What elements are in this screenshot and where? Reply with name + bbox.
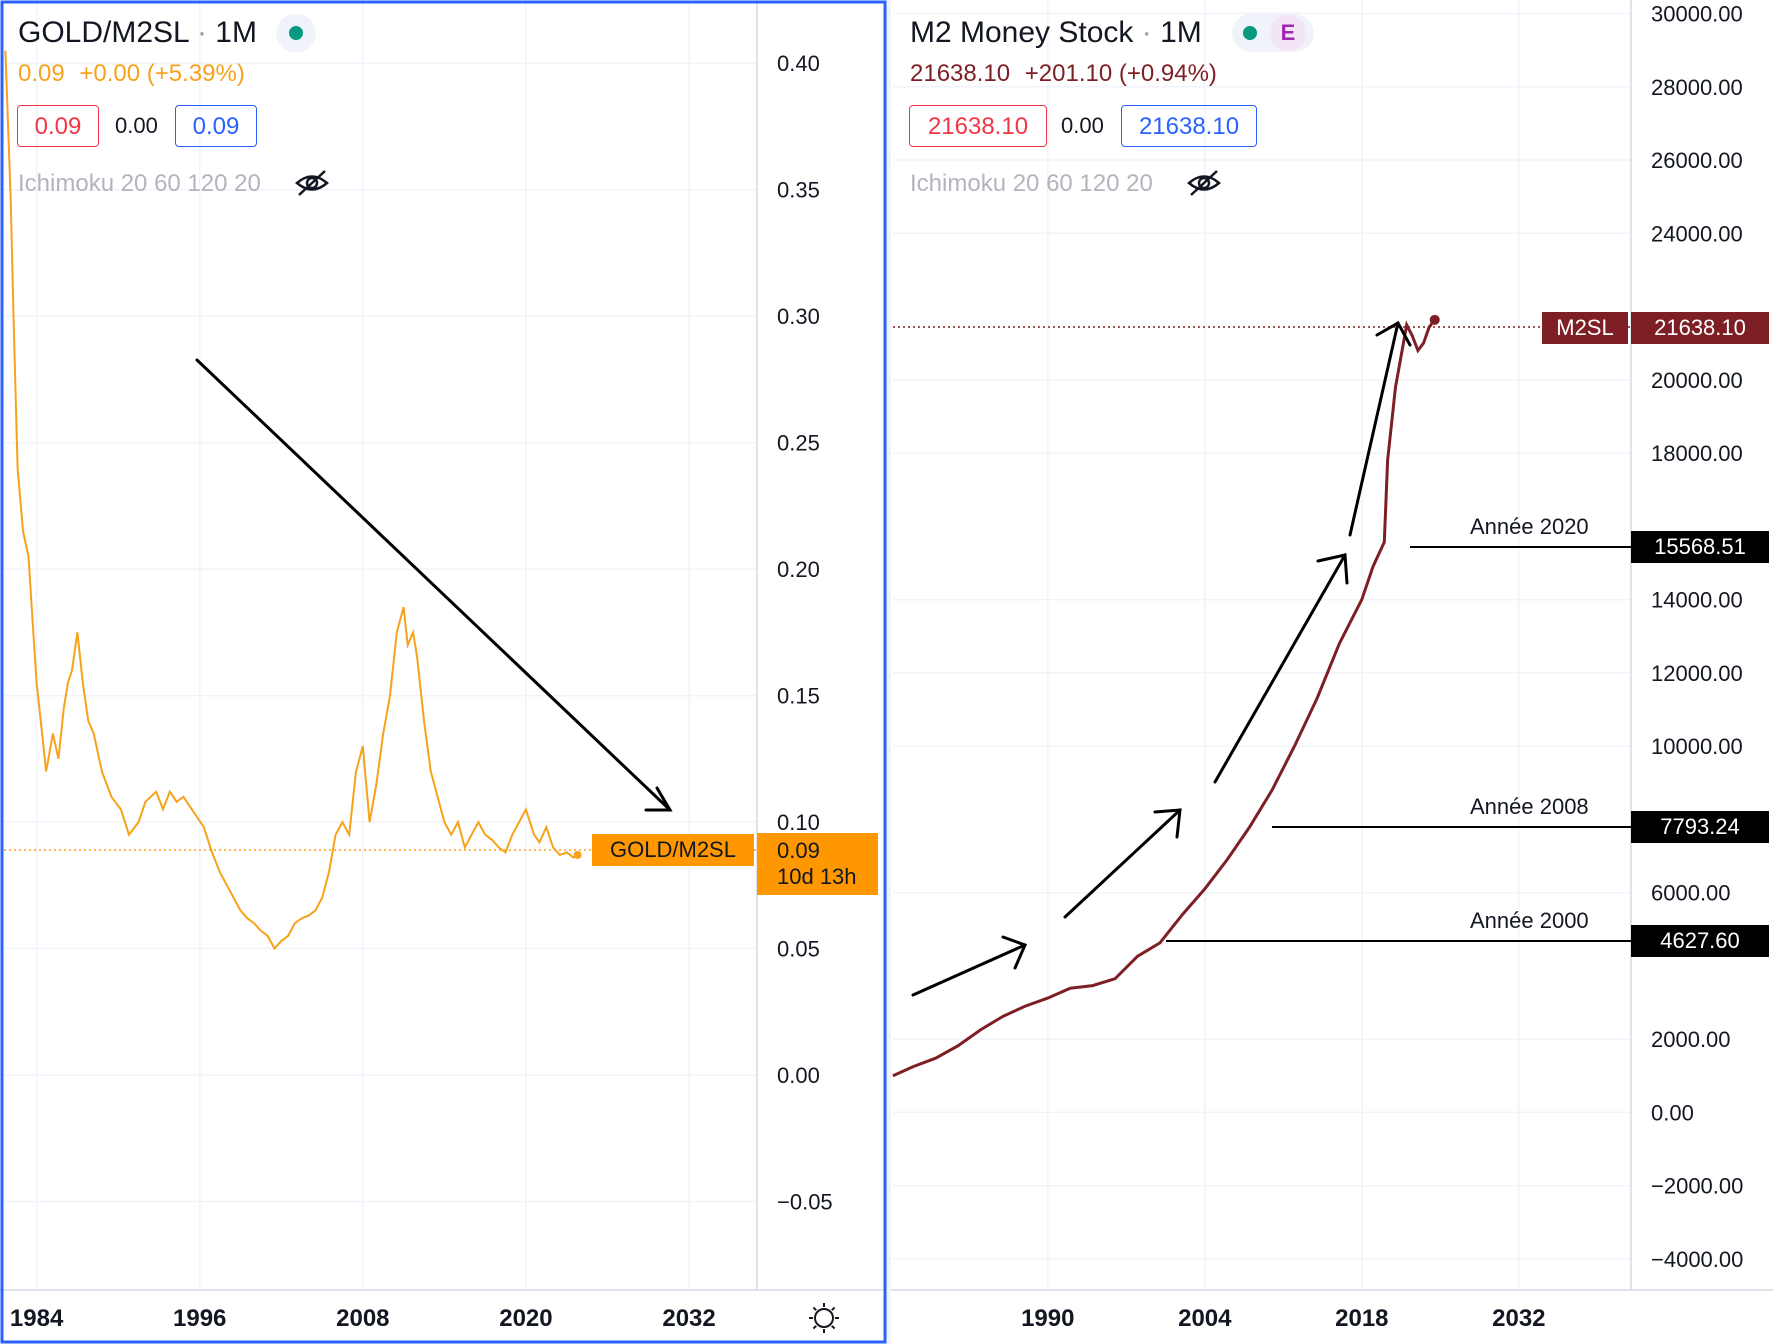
annotation-value-tag-2020[interactable]: 15568.51: [1631, 531, 1769, 563]
right-price-axis[interactable]: 30000.00 28000.00 26000.00 24000.00 20000.00…: [1651, 2, 1743, 1272]
left-sell-button[interactable]: 0.09: [17, 105, 99, 147]
left-market-status-pill[interactable]: [276, 14, 316, 52]
price-tick-label: 30000.00: [1651, 2, 1743, 27]
events-badge[interactable]: E: [1270, 15, 1306, 51]
left-time-axis[interactable]: 1984 1996 2008 2020 2032: [10, 1305, 716, 1332]
price-tick-label: 0.05: [777, 937, 820, 962]
gold-last-price-value: 0.09: [777, 838, 820, 863]
price-tick-label: 26000.00: [1651, 148, 1743, 173]
hide-indicator-icon[interactable]: [295, 170, 329, 196]
right-change-pct: (+0.94%): [1118, 60, 1217, 87]
gold-last-point: [573, 850, 582, 859]
time-tick-label: 2032: [662, 1305, 715, 1332]
right-change: +201.10: [1024, 60, 1113, 87]
annotation-label-2000[interactable]: Année 2000: [1470, 908, 1589, 933]
right-interval: 1M: [1160, 16, 1202, 49]
right-grid: [893, 0, 1631, 1290]
left-grid: [4, 0, 757, 1290]
price-tick-label: 0.35: [777, 178, 820, 203]
uptrend-arrow-2-drawing[interactable]: [1063, 808, 1182, 919]
right-symbol-name: M2 Money Stock: [910, 16, 1134, 49]
left-price-axis[interactable]: 0.40 0.35 0.30 0.25 0.20 0.15 0.10 0.05 0.00 −0.0…: [777, 51, 833, 1214]
annotation-value-tag-2000[interactable]: 4627.60: [1631, 925, 1769, 957]
m2-money-stock-series-line: [892, 318, 1436, 1078]
m2-last-price-tag[interactable]: 21638.10: [1631, 312, 1769, 344]
price-tick-label: 20000.00: [1651, 368, 1743, 393]
price-tick-label: 10000.00: [1651, 734, 1743, 759]
time-tick-label: 1996: [173, 1305, 226, 1332]
price-tick-label: −4000.00: [1651, 1247, 1743, 1272]
time-tick-label: 2008: [336, 1305, 389, 1332]
price-tick-label: −0.05: [777, 1189, 833, 1214]
time-tick-label: 1990: [1021, 1305, 1074, 1332]
right-spread: 0.00: [1061, 113, 1104, 138]
gold-series-label-tag[interactable]: GOLD/M2SL: [592, 834, 754, 866]
left-symbol-title[interactable]: GOLD/M2SL · 1M: [18, 16, 257, 50]
left-change: +0.00: [79, 60, 141, 87]
m2-last-point: [1429, 314, 1440, 325]
settings-gear-icon[interactable]: [809, 1303, 839, 1333]
hide-indicator-icon[interactable]: [1187, 170, 1221, 196]
gold-m2sl-series-line: [4, 50, 579, 951]
annotation-value-tag-2008[interactable]: 7793.24: [1631, 811, 1769, 843]
price-tick-label: 0.15: [777, 684, 820, 709]
right-symbol-title[interactable]: M2 Money Stock · 1M: [910, 16, 1202, 50]
pane-divider[interactable]: [885, 0, 891, 1344]
right-time-axis[interactable]: 1990 2004 2018 2032: [1021, 1305, 1545, 1332]
right-sell-button[interactable]: 21638.10: [909, 105, 1047, 147]
price-tick-label: 2000.00: [1651, 1027, 1731, 1052]
price-tick-label: 0.40: [777, 51, 820, 76]
price-tick-label: 0.10: [777, 810, 820, 835]
left-symbol-name: GOLD/M2SL: [18, 16, 189, 49]
left-indicator-label[interactable]: Ichimoku 20 60 120 20: [18, 170, 261, 197]
active-pane-border: [0, 0, 887, 1344]
market-open-icon: [1243, 26, 1257, 40]
time-tick-label: 2020: [499, 1305, 552, 1332]
price-tick-label: 28000.00: [1651, 75, 1743, 100]
price-tick-label: 0.20: [777, 557, 820, 582]
uptrend-arrow-3-drawing[interactable]: [1213, 553, 1349, 784]
right-quote-line: 21638.10 +201.10 (+0.94%): [910, 60, 1217, 88]
price-tick-label: 0.25: [777, 431, 820, 456]
left-change-pct: (+5.39%): [146, 60, 245, 87]
title-separator: ·: [1141, 16, 1161, 49]
market-open-icon: [289, 26, 303, 40]
left-interval: 1M: [215, 16, 257, 49]
bar-countdown: 10d 13h: [777, 864, 857, 889]
annotation-label-2008[interactable]: Année 2008: [1470, 794, 1589, 819]
price-tick-label: 12000.00: [1651, 661, 1743, 686]
gold-last-price-tag[interactable]: 0.09 10d 13h: [757, 833, 878, 895]
price-tick-label: 0.30: [777, 304, 820, 329]
time-tick-label: 2004: [1178, 1305, 1232, 1332]
price-tick-label: −2000.00: [1651, 1174, 1743, 1199]
m2-series-label-tag[interactable]: M2SL: [1542, 312, 1628, 344]
price-tick-label: 14000.00: [1651, 588, 1743, 613]
price-tick-label: 24000.00: [1651, 221, 1743, 246]
price-tick-label: 18000.00: [1651, 441, 1743, 466]
left-quote-line: 0.09 +0.00 (+5.39%): [18, 60, 245, 88]
left-buy-button[interactable]: 0.09: [175, 105, 257, 147]
time-tick-label: 1984: [10, 1305, 64, 1332]
left-last-value: 0.09: [18, 60, 65, 87]
price-tick-label: 6000.00: [1651, 881, 1731, 906]
right-indicator-label[interactable]: Ichimoku 20 60 120 20: [910, 170, 1153, 197]
right-last-value: 21638.10: [910, 60, 1011, 87]
right-buy-button[interactable]: 21638.10: [1121, 105, 1257, 147]
title-separator: ·: [196, 16, 216, 49]
uptrend-arrow-1-drawing[interactable]: [911, 935, 1028, 997]
annotation-label-2020[interactable]: Année 2020: [1470, 514, 1589, 539]
price-tick-label: 0.00: [777, 1063, 820, 1088]
left-spread: 0.00: [115, 113, 158, 138]
uptrend-arrow-4-drawing[interactable]: [1348, 320, 1412, 537]
time-tick-label: 2018: [1335, 1305, 1388, 1332]
price-tick-label: 0.00: [1651, 1100, 1694, 1125]
time-tick-label: 2032: [1492, 1305, 1545, 1332]
downtrend-arrow-drawing[interactable]: [195, 358, 673, 812]
